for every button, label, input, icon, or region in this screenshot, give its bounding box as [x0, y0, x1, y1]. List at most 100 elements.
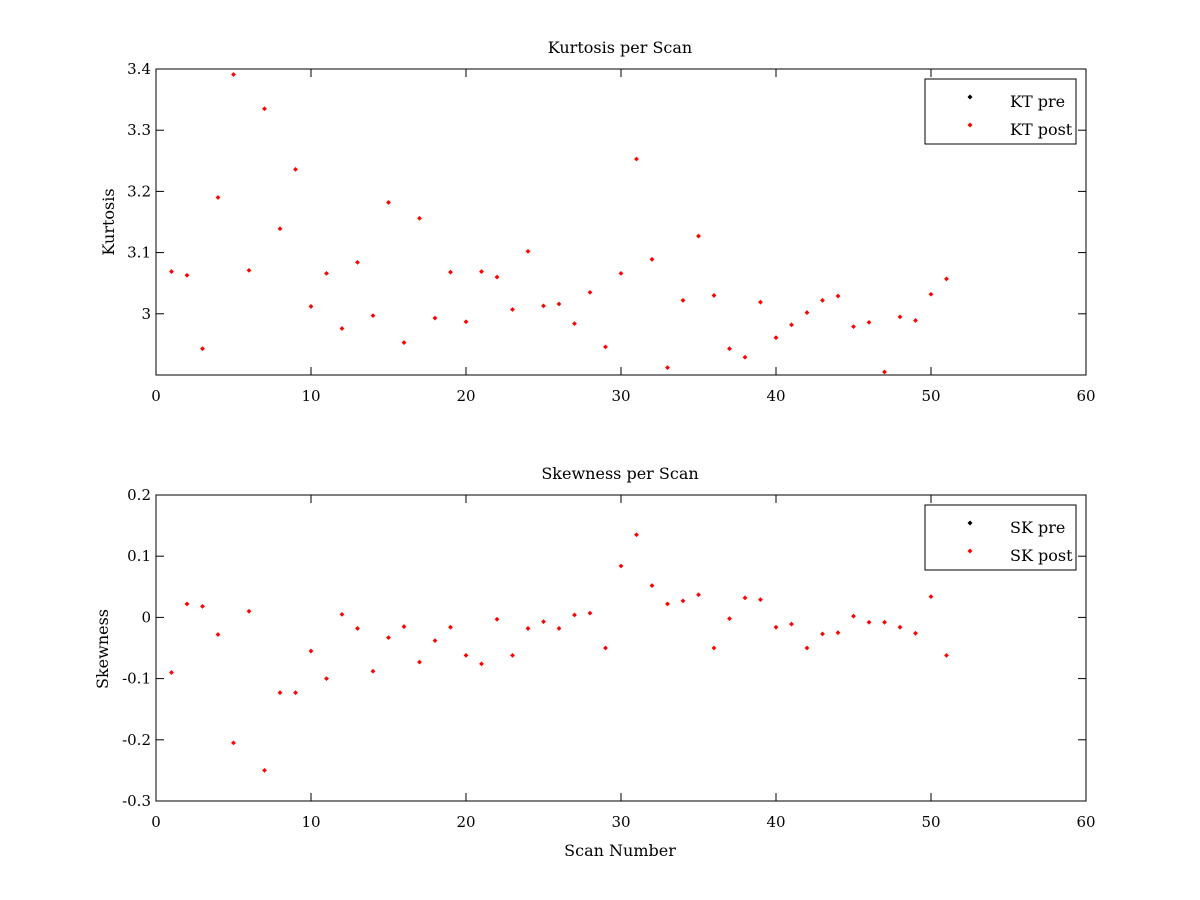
data-point [804, 310, 810, 315]
data-point [649, 256, 655, 262]
data-point [262, 768, 267, 773]
data-point [448, 269, 453, 275]
x-tick-label: 20 [456, 813, 475, 831]
y-tick-label: 3 [141, 305, 151, 323]
y-tick-label: 0.2 [127, 486, 151, 504]
data-point [727, 346, 732, 352]
data-point [851, 324, 856, 330]
data-point [820, 297, 825, 303]
skewness-panel: Skewness per Scan Skewness Scan Number 0… [93, 464, 1096, 860]
data-point [773, 624, 779, 630]
kurtosis-ticks: 0 10 20 30 40 50 60 3 3.1 3.2 3.3 3.4 [127, 60, 1095, 405]
data-point [804, 645, 810, 651]
data-point [200, 603, 205, 609]
skewness-title: Skewness per Scan [541, 464, 698, 483]
data-point [355, 626, 360, 631]
data-point [308, 648, 314, 654]
data-point [618, 271, 624, 276]
kurtosis-points [169, 72, 949, 375]
data-point [634, 156, 639, 162]
data-point [355, 259, 360, 265]
data-point [432, 638, 438, 644]
data-point [742, 354, 748, 360]
x-tick-label: 0 [151, 387, 161, 405]
x-tick-label: 50 [921, 813, 940, 831]
x-tick-label: 30 [611, 813, 630, 831]
data-point [820, 631, 825, 637]
y-tick-label: -0.3 [122, 792, 151, 810]
data-point [727, 616, 732, 622]
data-point [851, 613, 856, 619]
y-tick-label: 3.2 [127, 182, 151, 200]
data-point [711, 293, 717, 298]
data-point [494, 616, 500, 622]
data-point [587, 289, 593, 295]
legend-label-kt-post: KT post [1010, 120, 1073, 139]
legend-label-sk-pre: SK pre [1010, 518, 1065, 537]
skewness-legend-item-pre: SK pre [967, 518, 1065, 537]
kurtosis-legend: KT pre KT post [924, 78, 1077, 145]
data-point [835, 630, 841, 636]
data-point [510, 307, 515, 312]
kurtosis-legend-item-post: KT post [967, 120, 1073, 139]
kurtosis-legend-item-pre: KT pre [967, 92, 1065, 111]
data-point [556, 626, 562, 631]
data-point [913, 318, 918, 323]
x-tick-label: 10 [301, 813, 320, 831]
data-point [169, 670, 174, 675]
data-point [944, 652, 949, 658]
data-point [324, 676, 329, 681]
data-point [169, 269, 174, 274]
x-tick-label: 50 [921, 387, 940, 405]
data-point [913, 630, 918, 636]
data-point [897, 624, 903, 630]
data-point [370, 668, 376, 674]
data-point [215, 195, 221, 200]
kurtosis-legend-box [924, 78, 1077, 145]
data-point [711, 645, 717, 651]
x-tick-label: 40 [766, 813, 785, 831]
skewness-ticks: 0 10 20 30 40 50 60 -0.3 -0.2 -0.1 0 0.1 0.2 [122, 486, 1095, 831]
data-point [634, 532, 639, 538]
data-point [541, 303, 546, 309]
data-point [882, 369, 887, 375]
data-point [572, 321, 577, 326]
data-point [866, 619, 872, 625]
data-point [510, 652, 515, 658]
data-point [386, 200, 391, 205]
data-point [587, 610, 593, 616]
data-point [680, 297, 686, 303]
data-point [696, 233, 701, 239]
legend-label-kt-pre: KT pre [1010, 92, 1065, 111]
data-point [556, 301, 562, 307]
data-point [432, 315, 438, 321]
x-tick-label: 40 [766, 387, 785, 405]
skewness-legend-item-post: SK post [967, 546, 1073, 565]
data-point [525, 626, 531, 631]
data-point [665, 365, 670, 371]
data-point [541, 619, 546, 625]
data-point [463, 652, 469, 658]
data-point [293, 690, 298, 696]
legend-marker-kt-pre [967, 94, 973, 100]
data-point [882, 619, 887, 625]
data-point [324, 271, 329, 276]
data-point [215, 632, 221, 637]
data-point [742, 595, 748, 601]
legend-marker-sk-pre [967, 520, 973, 526]
y-tick-label: 3.4 [127, 60, 151, 78]
y-tick-label: 3.1 [127, 244, 151, 262]
data-point [293, 166, 298, 172]
data-point [665, 601, 670, 607]
data-point [944, 276, 949, 282]
data-point [572, 612, 577, 618]
x-tick-label: 30 [611, 387, 630, 405]
kurtosis-title: Kurtosis per Scan [548, 38, 692, 57]
data-point [866, 319, 872, 325]
skewness-legend: SK pre SK post [924, 504, 1077, 571]
skewness-x-axis-label: Scan Number [564, 841, 676, 860]
y-tick-label: -0.2 [122, 731, 151, 749]
x-tick-label: 20 [456, 387, 475, 405]
